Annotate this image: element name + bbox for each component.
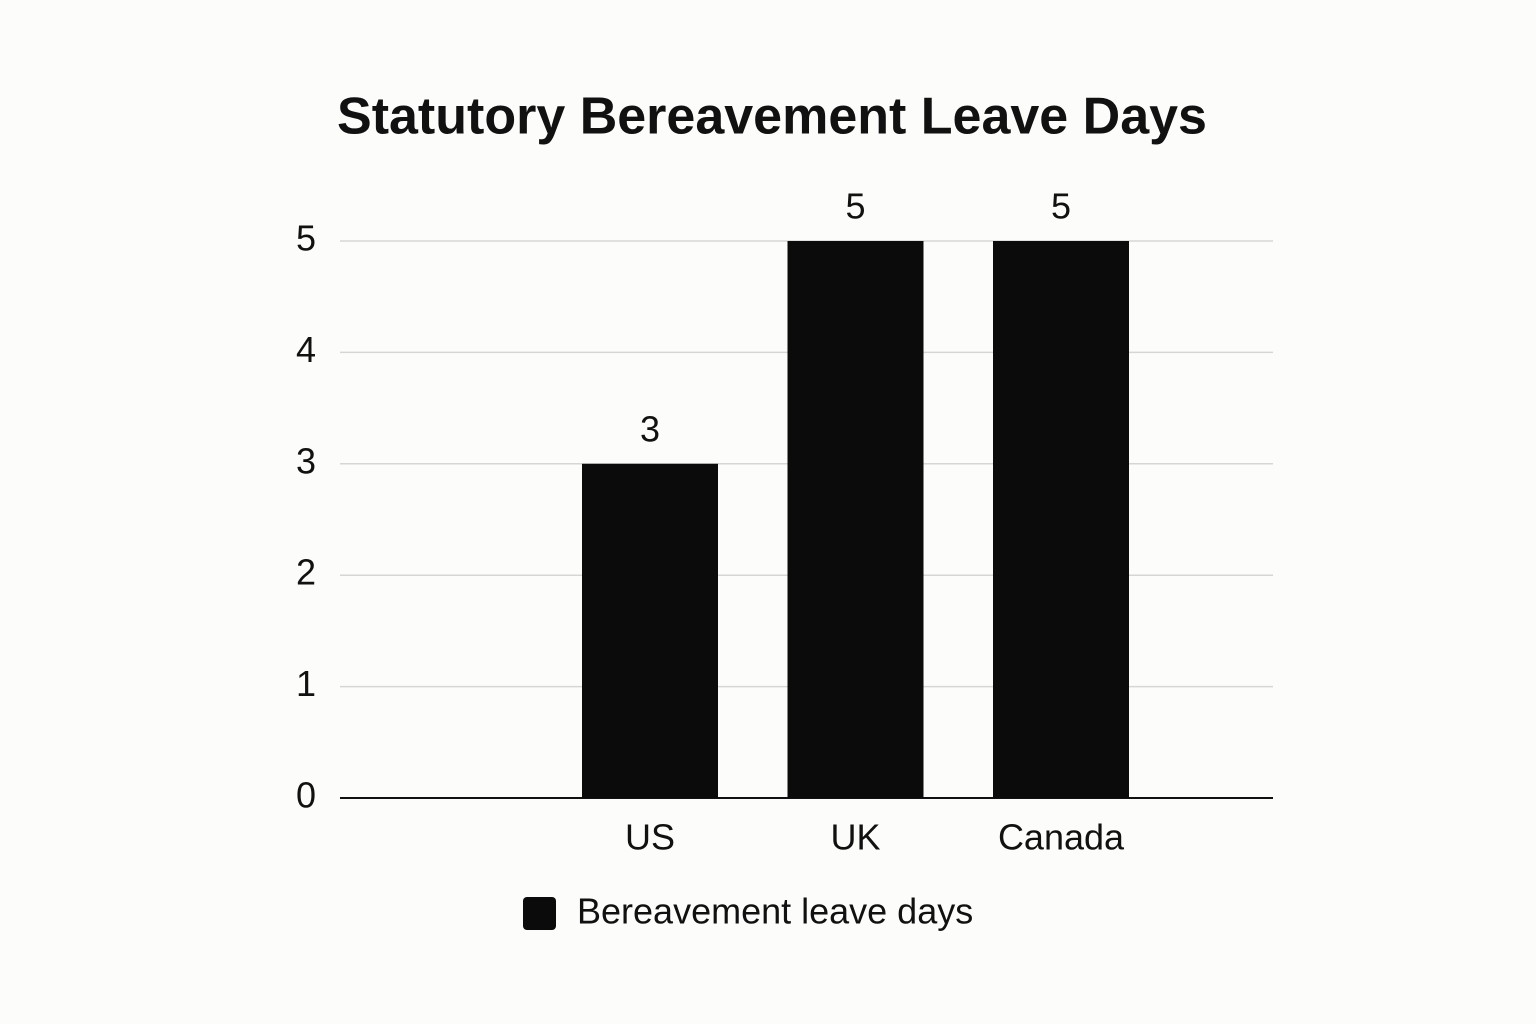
- y-tick-label: 0: [296, 775, 316, 816]
- value-label: 5: [1051, 186, 1071, 227]
- legend-swatch: [523, 897, 556, 930]
- y-tick-label: 4: [296, 329, 316, 370]
- chart-title: Statutory Bereavement Leave Days: [337, 88, 1207, 146]
- bar: [993, 241, 1129, 798]
- x-tick-label: US: [625, 817, 675, 858]
- legend-label: Bereavement leave days: [577, 891, 973, 932]
- value-label: 5: [845, 186, 865, 227]
- y-tick-label: 2: [296, 552, 316, 593]
- x-tick-label: UK: [830, 817, 880, 858]
- y-tick-label: 5: [296, 218, 316, 259]
- bar: [787, 241, 924, 798]
- x-tick-label: Canada: [998, 817, 1125, 858]
- y-tick-label: 3: [296, 440, 316, 481]
- bar: [582, 463, 718, 798]
- value-label: 3: [640, 408, 660, 449]
- y-tick-label: 1: [296, 663, 316, 704]
